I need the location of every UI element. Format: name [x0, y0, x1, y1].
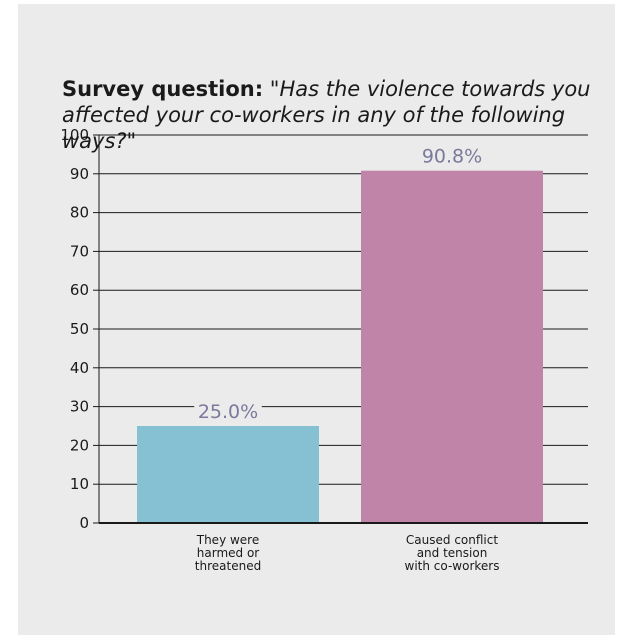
x-category-label: They were: [196, 533, 259, 547]
x-category-label: and tension: [417, 546, 488, 560]
bars: [137, 170, 543, 524]
x-category-label: with co-workers: [405, 559, 500, 573]
data-label: 25.0%: [198, 401, 258, 423]
x-category-label: threatened: [195, 559, 261, 573]
y-tick-label: 0: [79, 514, 89, 532]
y-tick-label: 20: [70, 436, 89, 454]
data-label: 90.8%: [422, 146, 482, 168]
y-tick-label: 40: [70, 359, 89, 377]
y-tick-label: 80: [70, 204, 89, 222]
data-labels: 25.0% 90.8%: [194, 144, 486, 423]
y-axis-ticks: 0 10 20 30 40 50 60 70 80 90 100: [60, 126, 99, 532]
y-tick-label: 100: [60, 126, 89, 144]
data-label-background: [194, 400, 262, 422]
bar: [361, 170, 543, 524]
bar: [137, 426, 319, 523]
y-tick-label: 10: [70, 475, 89, 493]
title-lead: Survey question:: [62, 77, 264, 101]
y-tick-label: 60: [70, 281, 89, 299]
y-tick-label: 90: [70, 165, 89, 183]
y-tick-label: 50: [70, 320, 89, 338]
y-tick-label: 70: [70, 242, 89, 260]
data-label-background: [418, 144, 486, 167]
x-category-label: Caused conflict: [406, 533, 498, 547]
x-category-label: harmed or: [197, 546, 260, 560]
y-tick-label: 30: [70, 398, 89, 416]
